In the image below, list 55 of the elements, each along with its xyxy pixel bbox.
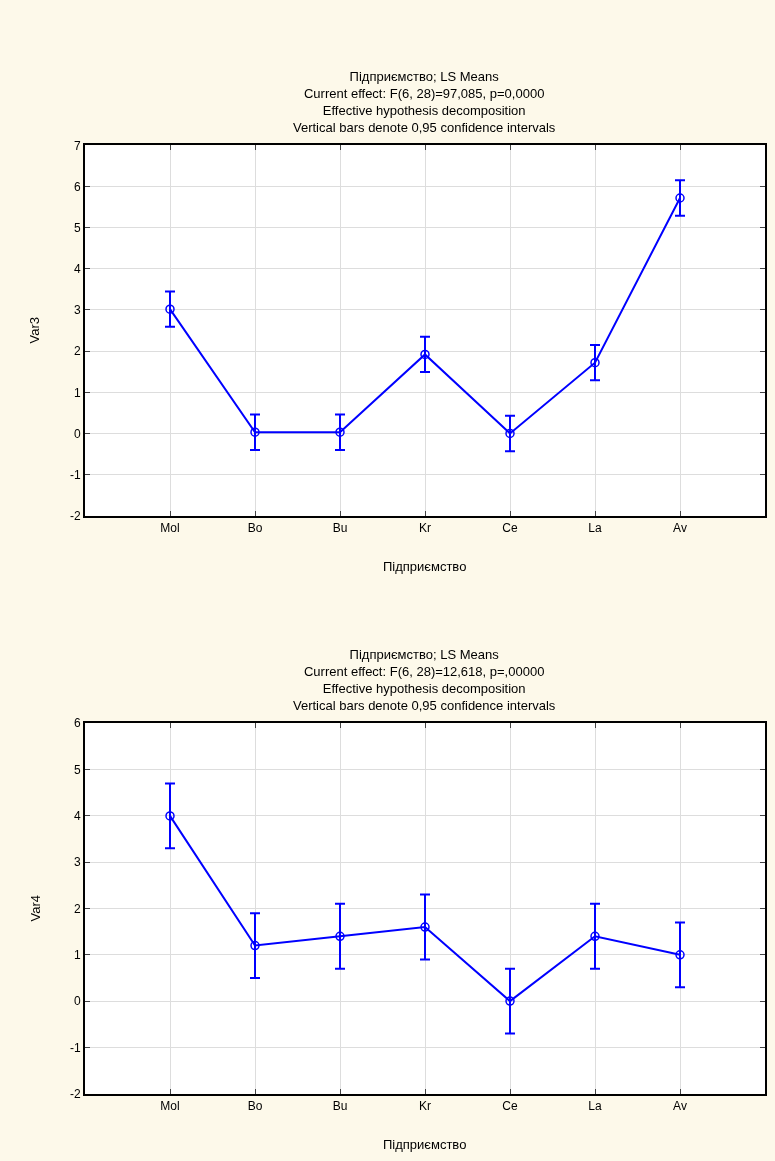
y-tick-label: -2 [69, 508, 81, 523]
chart-subtitle: Current effect: F(6, 28)=12,618, p=,00000 Effective hypothesis decomposition Vertical bars denote 0,95 confidence intervals [293, 663, 556, 713]
x-axis-title: Підприємство [383, 1137, 467, 1152]
point [335, 931, 345, 942]
point [420, 349, 430, 360]
point [675, 950, 685, 960]
point [590, 931, 600, 942]
x-tick-label: Bu [332, 1099, 348, 1114]
point [250, 940, 260, 951]
chart-title: Підприємство; LS Means [349, 69, 500, 84]
point [505, 428, 515, 439]
x-tick-label: Bu [332, 521, 348, 536]
y-tick-label: 1 [73, 948, 81, 963]
y-tick-label: -1 [69, 467, 81, 482]
y-tick-label: 7 [73, 138, 81, 153]
x-axis-title: Підприємство [383, 559, 467, 574]
point [505, 996, 515, 1006]
x-tick-label: Kr [419, 521, 431, 536]
chart-subtitle: Current effect: F(6, 28)=97,085, p=0,0000 Effective hypothesis decomposition Vertical bars denote 0,95 confidence intervals [293, 85, 556, 135]
y-tick-label: -1 [69, 1040, 81, 1055]
x-tick-label: La [588, 521, 602, 536]
point [590, 357, 600, 368]
y-tick-label: 1 [73, 385, 81, 400]
y-tick-label: -2 [69, 1086, 81, 1101]
point [165, 304, 175, 314]
point [675, 193, 685, 203]
point [250, 427, 260, 437]
chart-title: Підприємство; LS Means [349, 647, 500, 662]
x-tick-label: Ce [502, 521, 518, 536]
y-tick-label: 0 [73, 426, 81, 441]
x-tick-label: Mol [160, 1099, 180, 1114]
y-axis-title: Var4 [27, 895, 43, 922]
y-tick-label: 2 [73, 344, 81, 359]
point [335, 427, 345, 437]
y-tick-label: 5 [73, 220, 81, 235]
point [420, 922, 430, 932]
y-tick-label: 0 [73, 994, 81, 1009]
point [165, 811, 175, 821]
y-tick-label: 3 [73, 303, 81, 318]
x-tick-label: Bo [247, 521, 263, 536]
y-tick-label: 2 [73, 901, 81, 916]
x-tick-label: Mol [160, 521, 180, 536]
x-tick-label: Av [673, 521, 687, 536]
y-axis-title: Var3 [27, 317, 43, 344]
x-tick-label: Ce [502, 1099, 518, 1114]
y-tick-label: 6 [73, 179, 81, 194]
y-tick-label: 4 [73, 262, 81, 276]
y-tick-label: 6 [73, 716, 81, 731]
y-tick-label: 5 [73, 762, 81, 777]
y-tick-label: 4 [73, 809, 81, 824]
x-tick-label: Av [673, 1099, 687, 1114]
x-tick-label: La [588, 1099, 602, 1114]
x-tick-label: Bo [247, 1099, 263, 1114]
x-tick-label: Kr [419, 1099, 431, 1114]
y-tick-label: 3 [73, 855, 81, 870]
